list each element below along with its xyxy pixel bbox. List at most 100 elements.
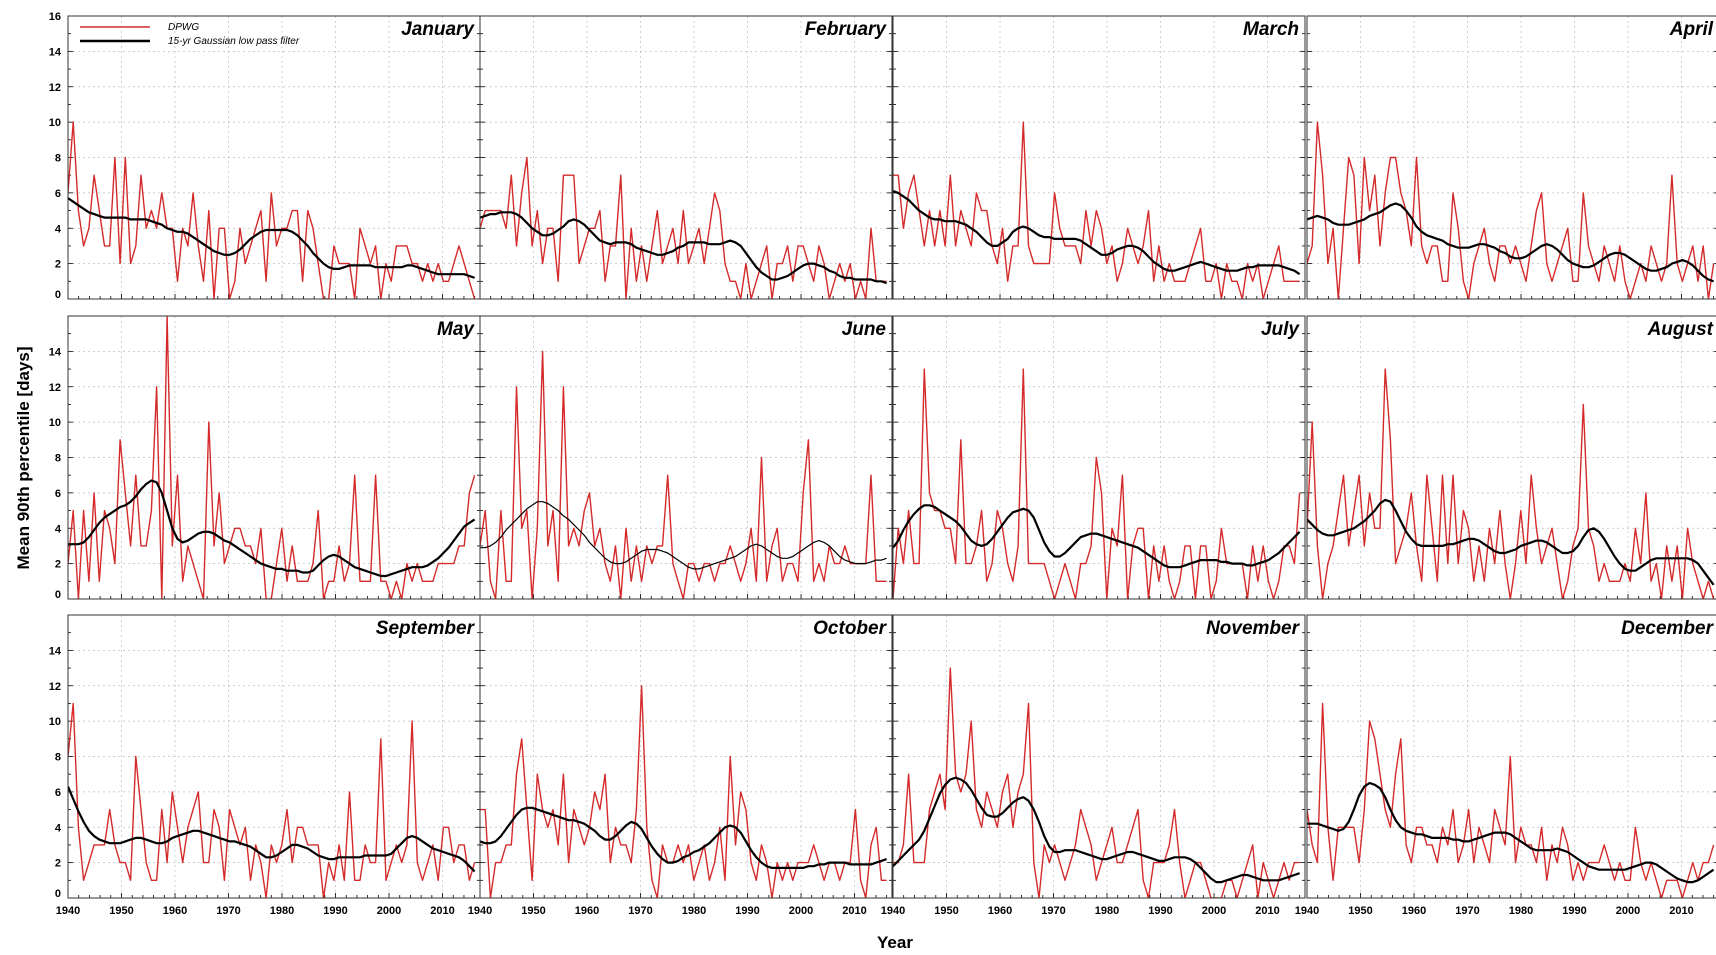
y-tick-label: 0 — [55, 888, 61, 900]
grid-september — [68, 615, 480, 898]
x-tick-label: 1950 — [109, 905, 133, 917]
series-january — [68, 121, 476, 299]
filter-line-may — [68, 479, 476, 578]
filter-line-february — [480, 211, 887, 285]
panel-frame — [892, 15, 1306, 300]
panel-frame — [479, 315, 893, 600]
x-tick-label: 2000 — [1202, 905, 1226, 917]
grid-march — [893, 16, 1305, 299]
x-tick-label: 1940 — [1295, 905, 1319, 917]
x-tick-label: 2010 — [842, 905, 866, 917]
series-october — [480, 685, 887, 898]
grid-august — [1307, 316, 1716, 599]
panel-title-june: June — [842, 319, 887, 340]
dpwg-line-january — [68, 121, 476, 299]
filter-line-march — [893, 190, 1301, 276]
series-april — [1307, 121, 1715, 299]
dpwg-line-november — [893, 667, 1300, 898]
panel-october: October 1940 1950 1960 1970 1980 1990 2000 2010 — [468, 614, 893, 917]
x-tick-label: 1990 — [1562, 905, 1586, 917]
grid-february — [480, 16, 892, 299]
dpwg-line-april — [1307, 121, 1715, 299]
legend: DPWG 15-yr Gaussian low pass filter — [80, 22, 300, 47]
panel-title-march: March — [1243, 19, 1299, 40]
y-tick-label: 8 — [55, 453, 61, 465]
panel-august: August — [1306, 315, 1716, 600]
panel-title-july: July — [1261, 319, 1300, 340]
panel-title-may: May — [437, 319, 475, 340]
grid-june — [480, 316, 892, 599]
y-tick-label: 10 — [49, 117, 61, 129]
y-tick-label: 0 — [55, 289, 61, 301]
panel-frame — [1306, 15, 1716, 300]
x-tick-label: 1950 — [934, 905, 958, 917]
series-november — [893, 667, 1300, 898]
dpwg-line-august — [1307, 368, 1715, 599]
series-december — [1307, 702, 1715, 898]
x-tick-label: 1960 — [163, 905, 187, 917]
y-axis-label: Mean 90th percentile [days] — [14, 347, 33, 570]
y-tick-label: 2 — [55, 858, 61, 870]
x-tick-label: 1970 — [628, 905, 652, 917]
y-tick-label: 14 — [49, 645, 62, 657]
x-tick-label: 2000 — [789, 905, 813, 917]
y-tick-label: 4 — [55, 523, 62, 535]
grid-december — [1307, 615, 1716, 898]
y-tick-label: 2 — [55, 259, 61, 271]
series-august — [1307, 368, 1715, 599]
y-tick-label: 14 — [49, 346, 62, 358]
legend-label-filter: 15-yr Gaussian low pass filter — [168, 36, 300, 47]
y-tick-label: 8 — [55, 153, 61, 165]
y-tick-label: 8 — [55, 752, 61, 764]
x-tick-label: 1950 — [521, 905, 545, 917]
x-tick-label: 1970 — [1041, 905, 1065, 917]
x-tick-label: 2010 — [1255, 905, 1279, 917]
x-tick-label: 1970 — [216, 905, 240, 917]
series-march — [893, 121, 1301, 299]
panel-april: April — [1306, 15, 1716, 300]
y-tick-label: 6 — [55, 188, 61, 200]
x-tick-label: 1990 — [323, 905, 347, 917]
x-tick-label: 1960 — [575, 905, 599, 917]
legend-label-dpwg: DPWG — [168, 22, 199, 33]
y-tick-label: 0 — [55, 589, 61, 601]
panel-title-december: December — [1621, 618, 1714, 639]
dpwg-line-may — [68, 316, 476, 599]
dpwg-line-december — [1307, 702, 1715, 898]
y-tick-label: 4 — [55, 822, 62, 834]
x-tick-label: 1940 — [56, 905, 80, 917]
panel-frame — [479, 614, 893, 899]
x-tick-label: 1960 — [1402, 905, 1426, 917]
series-february — [480, 156, 887, 299]
panel-frame — [892, 614, 1306, 899]
panel-frame — [892, 315, 1306, 600]
grid-may — [68, 316, 480, 599]
filter-line-july — [893, 504, 1301, 569]
grid-april — [1307, 16, 1716, 299]
panel-title-august: August — [1647, 319, 1714, 340]
panel-july: July — [892, 315, 1306, 600]
grid-november — [893, 615, 1305, 898]
panel-may: May 0 2 4 6 8 10 12 14 — [49, 315, 481, 601]
series-september — [68, 702, 476, 898]
x-tick-label: 2000 — [1616, 905, 1640, 917]
panel-title-april: April — [1669, 19, 1714, 40]
panel-september: September 0 2 4 6 8 10 12 14 1940 1950 1960 1970 1980… — [49, 614, 481, 917]
x-tick-label: 1950 — [1348, 905, 1372, 917]
filter-line-september — [68, 786, 476, 873]
filter-line-january — [68, 197, 475, 279]
panel-frame — [1306, 315, 1716, 600]
dpwg-line-september — [68, 702, 476, 898]
y-tick-label: 2 — [55, 559, 61, 571]
filter-line-august — [1307, 498, 1715, 586]
series-june — [480, 350, 887, 599]
filter-line-december — [1307, 781, 1715, 884]
panel-december: December 1940 1950 1960 1970 1980 1990 2000 2010 — [1295, 614, 1716, 917]
x-tick-label: 1940 — [468, 905, 492, 917]
x-tick-label: 2010 — [430, 905, 454, 917]
y-tick-label: 16 — [49, 11, 61, 23]
x-tick-label: 1980 — [1509, 905, 1533, 917]
filter-line-april — [1307, 202, 1714, 283]
panel-march: March — [892, 15, 1306, 300]
